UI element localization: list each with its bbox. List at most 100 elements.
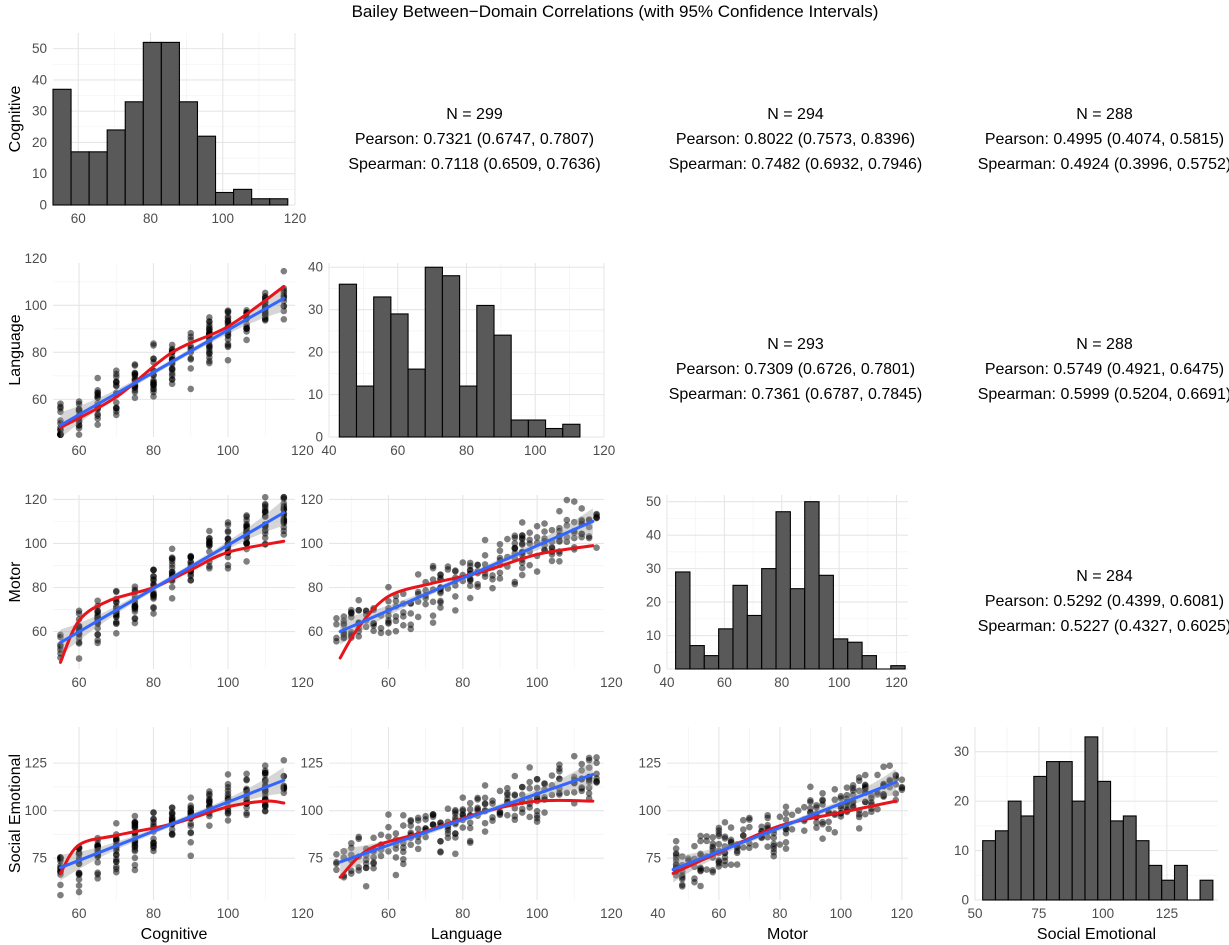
y-tick-label: 50 [646, 494, 661, 509]
y-tick-label: 75 [32, 851, 47, 866]
linear-fit-line [58, 511, 286, 645]
data-point [57, 643, 64, 650]
data-point [452, 607, 459, 614]
data-point [414, 613, 422, 621]
data-point [843, 791, 851, 799]
data-point [782, 845, 790, 852]
data-point [437, 597, 444, 605]
y-tick-label: 0 [315, 430, 323, 445]
data-point [340, 621, 348, 629]
data-point [585, 534, 593, 542]
data-point [678, 853, 686, 860]
correlation-n: N = 288 [1076, 336, 1133, 353]
x-tick-label: 60 [381, 906, 396, 921]
data-point [585, 778, 593, 786]
scatter-language-vs-social-emotional: 60 80 100 120 75 100 125 [300, 727, 623, 921]
data-point [533, 568, 541, 575]
x-tick-label: 120 [291, 443, 314, 458]
data-point [481, 794, 489, 802]
data-point [489, 584, 496, 592]
histogram-bar [804, 501, 820, 670]
histogram-bar [982, 840, 997, 901]
data-point [511, 812, 519, 820]
data-point [496, 787, 504, 795]
y-tick-label: 50 [32, 41, 47, 56]
data-point [788, 826, 796, 833]
data-point [703, 866, 710, 873]
data-point [187, 355, 195, 362]
histogram-bar [52, 88, 72, 206]
data-point [280, 315, 288, 323]
histogram-bar [818, 574, 834, 670]
data-point [168, 804, 176, 811]
histogram-bar [88, 151, 108, 206]
data-point [861, 771, 869, 779]
histogram-bar [459, 385, 478, 438]
x-tick-label: 60 [72, 906, 87, 921]
data-point [75, 876, 83, 883]
histogram-bar [338, 283, 358, 438]
data-point [112, 819, 120, 827]
linear-fit-line [338, 773, 595, 864]
histogram-bar [1033, 775, 1048, 901]
data-point [721, 861, 729, 869]
data-point [585, 764, 593, 771]
data-point [385, 583, 392, 591]
data-point [593, 544, 600, 551]
data-point [504, 784, 511, 792]
y-tick-label: 20 [32, 135, 47, 150]
y-tick-label: 30 [954, 744, 969, 759]
data-point [533, 807, 541, 815]
loess-curve [671, 799, 898, 875]
data-point [548, 772, 556, 779]
data-point [261, 493, 269, 501]
data-point [392, 854, 400, 861]
x-tick-label: 60 [72, 675, 87, 690]
data-point [556, 537, 563, 544]
data-point [94, 875, 101, 882]
data-point [593, 759, 600, 767]
linear-fit-line [58, 778, 286, 870]
x-tick-label: 120 [600, 906, 623, 921]
data-point [570, 534, 578, 542]
data-point [556, 524, 563, 532]
data-point [697, 837, 704, 845]
data-point [855, 813, 863, 821]
data-point [392, 830, 400, 837]
data-point [703, 833, 710, 840]
data-point [459, 807, 467, 815]
data-point [481, 552, 489, 559]
scatter-cognitive-vs-social-emotional: 60 80 100 120 75 100 125 [24, 727, 314, 921]
data-point [280, 493, 288, 501]
y-tick-label: 60 [32, 624, 47, 639]
data-point [548, 791, 556, 799]
data-point [548, 557, 556, 565]
data-point [187, 838, 195, 846]
data-point [224, 309, 232, 316]
data-point [709, 834, 717, 841]
data-point [585, 756, 593, 764]
histogram-bar [251, 198, 271, 206]
data-point [496, 547, 504, 555]
data-point [563, 789, 571, 797]
data-point [481, 819, 489, 827]
data-point [131, 394, 139, 402]
correlation-n: N = 288 [1076, 106, 1133, 123]
data-point [400, 860, 407, 868]
histogram-bar [441, 275, 461, 438]
y-tick-label: 60 [32, 392, 47, 407]
data-point [392, 613, 400, 620]
data-point [813, 824, 820, 832]
data-point [578, 785, 586, 792]
data-point [825, 825, 832, 833]
correlation-n: N = 299 [446, 106, 503, 123]
linear-fit-line [338, 519, 595, 634]
data-point [57, 891, 64, 899]
data-point [362, 856, 370, 864]
data-point [261, 807, 269, 815]
data-point [422, 833, 429, 841]
data-point [570, 789, 578, 796]
data-point [739, 826, 747, 833]
data-point [782, 839, 790, 846]
data-point [593, 777, 600, 785]
